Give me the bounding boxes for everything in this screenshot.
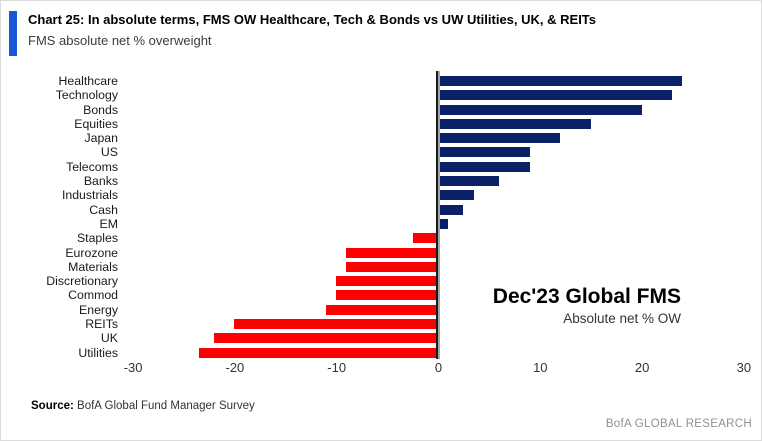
- x-tick-label: 10: [533, 360, 548, 375]
- chart-annotation: Dec'23 Global FMS Absolute net % OW: [493, 285, 681, 327]
- category-label: Cash: [89, 202, 118, 217]
- chart-row: REITs: [1, 317, 761, 332]
- bar-industrials: [440, 190, 474, 201]
- category-label: Discretionary: [46, 274, 118, 289]
- category-label: US: [100, 145, 118, 160]
- chart-row: Equities: [1, 116, 761, 131]
- chart-row: Eurozone: [1, 245, 761, 260]
- x-tick-label: -30: [123, 360, 143, 375]
- category-label: Energy: [79, 302, 118, 317]
- chart-row: Discretionary: [1, 274, 761, 289]
- category-label: Utilities: [78, 345, 118, 360]
- category-label: UK: [100, 331, 118, 346]
- chart-row: EM: [1, 216, 761, 231]
- bar-reits: [234, 319, 436, 330]
- source-line: Source: BofA Global Fund Manager Survey: [31, 400, 255, 412]
- category-label: Commod: [68, 288, 118, 303]
- brand-text: BofA GLOBAL RESEARCH: [605, 418, 752, 430]
- category-label: Technology: [55, 88, 118, 103]
- source-text: BofA Global Fund Manager Survey: [77, 400, 255, 412]
- chart-row: UK: [1, 331, 761, 346]
- bar-cash: [440, 204, 464, 215]
- chart-row: Energy: [1, 302, 761, 317]
- bar-technology: [440, 90, 673, 101]
- bar-em: [440, 218, 449, 229]
- bar-bonds: [440, 104, 642, 115]
- chart-subtitle: FMS absolute net % overweight: [28, 33, 212, 48]
- category-label: EM: [99, 216, 118, 231]
- chart-row: Materials: [1, 259, 761, 274]
- chart-row: Commod: [1, 288, 761, 303]
- chart-row: Healthcare: [1, 74, 761, 88]
- chart-row: Staples: [1, 231, 761, 246]
- chart-row: Japan: [1, 131, 761, 146]
- title-accent-bar: [9, 11, 17, 56]
- chart-row: Technology: [1, 88, 761, 103]
- category-label: Eurozone: [65, 245, 118, 260]
- bar-us: [440, 147, 530, 158]
- chart-row: Utilities: [1, 345, 761, 360]
- bar-discretionary: [336, 276, 436, 287]
- category-label: Materials: [68, 259, 118, 274]
- category-label: Banks: [83, 174, 118, 189]
- bar-telecoms: [440, 161, 530, 172]
- bar-staples: [412, 233, 436, 244]
- zero-axis-line: [436, 71, 438, 359]
- x-tick-label: -10: [327, 360, 347, 375]
- bar-healthcare: [440, 76, 683, 86]
- annotation-metric: Absolute net % OW: [563, 311, 681, 326]
- category-label: Telecoms: [66, 159, 118, 174]
- bar-japan: [440, 133, 561, 144]
- x-tick-label: 20: [634, 360, 650, 375]
- chart-row: US: [1, 145, 761, 160]
- category-label: Equities: [74, 116, 118, 131]
- x-axis-tick-labels: -30 -20 -10 0 10 20 30: [1, 360, 761, 376]
- bar-utilities: [198, 347, 436, 358]
- x-tick-label: 0: [434, 360, 443, 375]
- chart-row: Industrials: [1, 188, 761, 203]
- zero-axis-shadow: [438, 71, 440, 359]
- bar-equities: [440, 118, 591, 129]
- bar-banks: [440, 176, 500, 187]
- bar-energy: [326, 304, 436, 315]
- bar-commod: [336, 290, 436, 301]
- chart-row: Banks: [1, 174, 761, 189]
- source-label: Source:: [31, 400, 74, 412]
- x-tick-label: -20: [225, 360, 245, 375]
- category-label: REITs: [85, 317, 118, 332]
- category-label: Bonds: [83, 102, 118, 117]
- chart-row: Cash: [1, 202, 761, 217]
- x-tick-label: 30: [736, 360, 752, 375]
- chart-title: Chart 25: In absolute terms, FMS OW Heal…: [28, 12, 597, 27]
- annotation-period: Dec'23 Global FMS: [492, 285, 681, 308]
- bar-materials: [346, 261, 436, 272]
- bar-eurozone: [346, 247, 436, 258]
- category-label: Healthcare: [58, 74, 118, 88]
- chart-row: Bonds: [1, 102, 761, 117]
- bar-chart-plot-area: Healthcare Technology Bonds Equities Japan US…: [1, 74, 761, 360]
- category-label: Industrials: [61, 188, 118, 203]
- chart-row: Telecoms: [1, 159, 761, 174]
- category-label: Japan: [84, 131, 118, 146]
- bar-uk: [214, 333, 436, 344]
- category-label: Staples: [76, 231, 118, 246]
